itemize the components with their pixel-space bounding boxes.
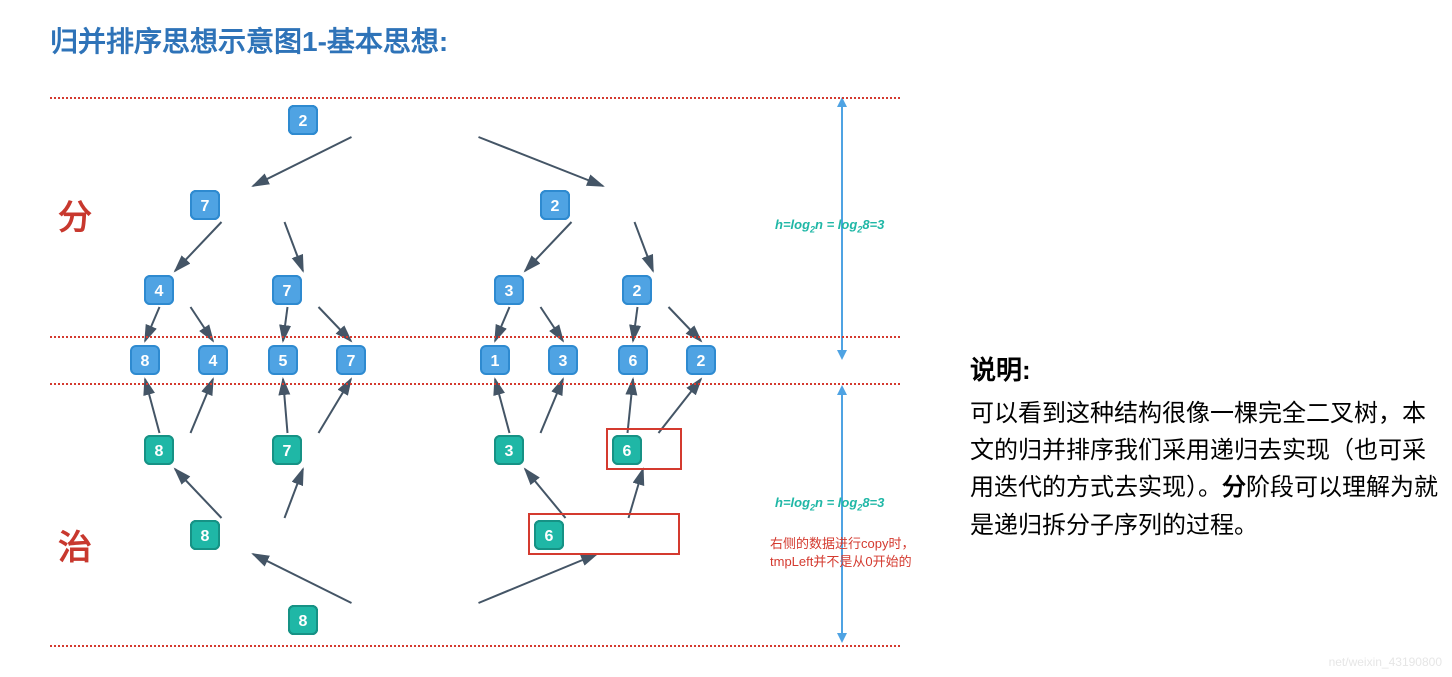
divider-line: [50, 383, 900, 385]
array-cell: 4: [144, 275, 174, 305]
height-label-bottom: h=log2n = log28=3: [775, 495, 884, 513]
array-cell: 2: [686, 345, 716, 375]
array-cell: 4: [198, 345, 228, 375]
array-cell: 3: [494, 275, 524, 305]
array-cell: 3: [548, 345, 578, 375]
page-title: 归并排序思想示意图1-基本思想:: [50, 20, 448, 60]
array-cell: 2: [288, 105, 318, 135]
array-cell: 1: [480, 345, 510, 375]
height-label-top: h=log2n = log28=3: [775, 217, 884, 235]
divider-line: [50, 645, 900, 647]
array-cell: 8: [144, 435, 174, 465]
divider-line: [50, 336, 900, 338]
red-annotation: 右侧的数据进行copy时，tmpLeft并不是从0开始的: [770, 535, 950, 571]
explanation-panel: 说明: 可以看到这种结构很像一棵完全二叉树，本文的归并排序我们采用递归去实现（也…: [970, 350, 1440, 544]
array-cell: 3: [494, 435, 524, 465]
array-cell: 6: [618, 345, 648, 375]
watermark: net/weixin_43190800: [1329, 655, 1442, 669]
highlight-box: [528, 513, 680, 555]
array-cell: 7: [272, 435, 302, 465]
array-cell: 2: [622, 275, 652, 305]
phase-divide-label: 分: [58, 190, 92, 239]
array-cell: 8: [190, 520, 220, 550]
explanation-title: 说明:: [970, 350, 1440, 387]
array-cell: 8: [288, 605, 318, 635]
highlight-box: [606, 428, 682, 470]
phase-conquer-label: 治: [58, 520, 92, 569]
array-cell: 7: [336, 345, 366, 375]
divider-line: [50, 97, 900, 99]
explanation-body: 可以看到这种结构很像一棵完全二叉树，本文的归并排序我们采用递归去实现（也可采用迭…: [970, 395, 1440, 544]
array-cell: 5: [268, 345, 298, 375]
array-cell: 2: [540, 190, 570, 220]
array-cell: 8: [130, 345, 160, 375]
array-cell: 7: [272, 275, 302, 305]
array-cell: 7: [190, 190, 220, 220]
